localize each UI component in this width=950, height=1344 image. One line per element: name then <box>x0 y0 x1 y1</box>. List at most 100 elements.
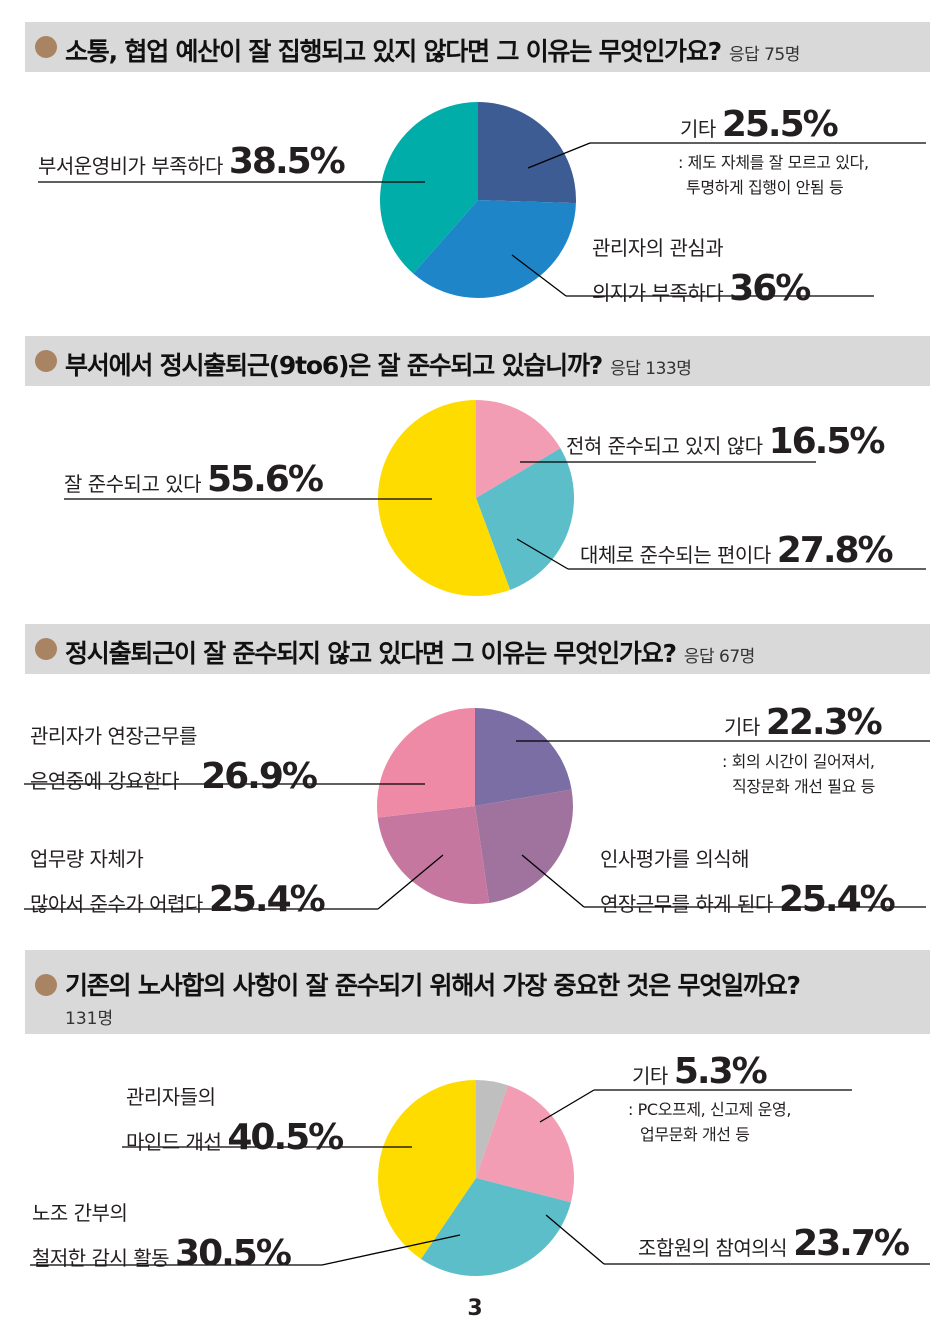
q1-label-other-text: 기타 <box>680 117 716 141</box>
pie-slice-2-1 <box>476 400 561 498</box>
q4-label-b-line1: 노조 간부의 <box>32 1201 128 1225</box>
pie-slice-1-1 <box>478 102 576 204</box>
q1-note: : 제도 자체를 잘 모르고 있다, 투명하게 집행이 안됨 등 <box>678 151 869 201</box>
q3-label-c-line1: 관리자가 연장근무를 <box>30 724 197 748</box>
q4-label-c-line2: 마인드 개선 <box>126 1130 222 1154</box>
q3-label-b-line2: 많아서 준수가 어렵다 <box>30 892 203 916</box>
q4-label-c-pct: 40.5% <box>227 1117 344 1158</box>
q3-label-b-pct: 25.4% <box>208 879 326 920</box>
q3-label-b-line1: 업무량 자체가 <box>30 847 144 871</box>
q4-label-b: 노조 간부의 철저한 감시 활동 30.5% <box>32 1199 292 1280</box>
q4-note: : PC오프제, 신고제 운영, 업무문화 개선 등 <box>628 1098 791 1148</box>
page-number: 3 <box>467 1296 483 1321</box>
q4-leader-b-d <box>321 1234 461 1266</box>
pie-slice-4-2 <box>476 1085 574 1203</box>
q2-label-a-pct: 16.5% <box>768 421 886 462</box>
q1-title: 소통, 협업 예산이 잘 집행되고 있지 않다면 그 이유는 무엇인가요? 응답 … <box>65 32 800 68</box>
q4-label-a-pct: 23.7% <box>793 1223 910 1264</box>
bullet-icon <box>35 974 57 996</box>
q3-label-a-pct: 25.4% <box>778 879 896 920</box>
bullet-icon <box>35 350 57 372</box>
pie-slice-4-3 <box>420 1178 571 1276</box>
q3-header: 정시출퇴근이 잘 준수되지 않고 있다면 그 이유는 무엇인가요? 응답 67명 <box>25 624 930 674</box>
pie-slice-1-2 <box>413 200 576 298</box>
q3-note-line1: : 회의 시간이 길어져서, <box>722 752 875 771</box>
q4-label-a: 조합원의 참여의식 23.7% <box>638 1218 910 1270</box>
q3-label-c-pct: 26.9% <box>201 756 318 797</box>
q2-header: 부서에서 정시출퇴근(9to6)은 잘 준수되고 있습니까? 응답 133명 <box>25 336 930 386</box>
q4-leader-other <box>539 1089 595 1123</box>
q3-label-b: 업무량 자체가 많아서 준수가 어렵다 25.4% <box>30 845 326 926</box>
pie-slice-3-1 <box>475 708 572 806</box>
q1-note-line1: : 제도 자체를 잘 모르고 있다, <box>678 153 869 172</box>
q4-label-c-line1: 관리자들의 <box>126 1085 216 1109</box>
q1-respondents: 응답 75명 <box>728 45 800 65</box>
q1-header: 소통, 협업 예산이 잘 집행되고 있지 않다면 그 이유는 무엇인가요? 응답 … <box>25 22 930 72</box>
q3-label-a: 인사평가를 의식해 연장근무를 하게 된다 25.4% <box>600 845 896 926</box>
q1-label-a-text: 부서운영비가 부족하다 <box>38 154 223 178</box>
q3-title-text: 정시출퇴근이 잘 준수되지 않고 있다면 그 이유는 무엇인가요? <box>65 639 677 668</box>
pie-slice-1-3 <box>379 102 478 274</box>
q3-respondents: 응답 67명 <box>683 647 755 667</box>
q2-label-a: 전혀 준수되고 있지 않다 16.5% <box>566 416 886 468</box>
q4-title: 기존의 노사합의 사항이 잘 준수되기 위해서 가장 중요한 것은 무엇일까요? <box>65 966 801 1002</box>
q4-note-line1: : PC오프제, 신고제 운영, <box>628 1100 792 1119</box>
q3-title: 정시출퇴근이 잘 준수되지 않고 있다면 그 이유는 무엇인가요? 응답 67명 <box>65 634 755 670</box>
q2-leader-b <box>516 538 569 570</box>
q2-label-a-text: 전혀 준수되고 있지 않다 <box>566 434 763 458</box>
q4-header: 기존의 노사합의 사항이 잘 준수되기 위해서 가장 중요한 것은 무엇일까요?… <box>25 950 930 1034</box>
pie-slice-3-4 <box>377 708 475 818</box>
q3-label-c-line2: 은연중에 강요한다 <box>30 769 180 793</box>
pie-slice-3-2 <box>475 789 573 903</box>
pie-slice-3-3 <box>377 806 490 905</box>
bullet-icon <box>35 638 57 660</box>
pie-slice-4-1 <box>476 1080 509 1178</box>
q1-label-b-pct: 36% <box>729 268 811 309</box>
q2-label-b-pct: 27.8% <box>776 530 894 571</box>
q2-pie-chart <box>64 400 926 596</box>
q3-label-other-pct: 22.3% <box>765 702 883 743</box>
q4-note-line2: 업무문화 개선 등 <box>640 1124 750 1144</box>
q4-label-b-pct: 30.5% <box>175 1233 292 1274</box>
q2-label-b: 대체로 준수되는 편이다 27.8% <box>580 525 894 577</box>
q1-label-a: 부서운영비가 부족하다 38.5% <box>38 136 346 188</box>
q2-label-b-text: 대체로 준수되는 편이다 <box>580 543 771 567</box>
q4-pie-chart <box>30 1080 930 1276</box>
q3-label-a-line2: 연장근무를 하게 된다 <box>600 892 773 916</box>
q2-label-c-text: 잘 준수되고 있다 <box>64 472 202 496</box>
q2-title-text: 부서에서 정시출퇴근(9to6)은 잘 준수되고 있습니까? <box>65 351 603 380</box>
q3-leader-a <box>521 854 585 908</box>
q3-label-other-text: 기타 <box>724 715 760 739</box>
q1-label-other: 기타 25.5% <box>680 99 839 151</box>
q1-title-text: 소통, 협업 예산이 잘 집행되고 있지 않다면 그 이유는 무엇인가요? <box>65 37 722 66</box>
q1-leader-other <box>527 142 591 169</box>
q4-leader-a <box>545 1214 605 1265</box>
q3-note: : 회의 시간이 길어져서, 직장문화 개선 필요 등 <box>722 750 875 800</box>
q3-note-line2: 직장문화 개선 필요 등 <box>732 776 875 796</box>
q3-label-c: 관리자가 연장근무를 은연중에 강요한다 26.9% <box>30 722 318 803</box>
q2-label-c: 잘 준수되고 있다 55.6% <box>64 454 324 506</box>
pie-slice-4-4 <box>378 1080 476 1260</box>
q1-label-b-line1: 관리자의 관심과 <box>592 236 724 260</box>
q4-label-other-text: 기타 <box>632 1064 668 1088</box>
q4-title-text: 기존의 노사합의 사항이 잘 준수되기 위해서 가장 중요한 것은 무엇일까요? <box>65 971 801 1000</box>
q1-label-a-pct: 38.5% <box>228 141 346 182</box>
q3-label-other: 기타 22.3% <box>724 697 883 749</box>
q1-label-b: 관리자의 관심과 의지가 부족하다 36% <box>592 234 811 315</box>
q3-leader-b-d <box>377 854 444 910</box>
q1-note-line2: 투명하게 집행이 안됨 등 <box>686 177 844 197</box>
q4-label-b-line2: 철저한 감시 활동 <box>32 1246 170 1270</box>
q4-label-c: 관리자들의 마인드 개선 40.5% <box>126 1083 344 1164</box>
q1-label-b-line2: 의지가 부족하다 <box>592 281 724 305</box>
pie-slice-2-2 <box>476 448 574 590</box>
q4-label-other-pct: 5.3% <box>673 1051 768 1092</box>
q2-label-c-pct: 55.6% <box>207 459 324 500</box>
q1-pie-chart <box>38 102 926 298</box>
q1-leader-b <box>511 254 567 297</box>
q4-label-a-text: 조합원의 참여의식 <box>638 1236 788 1260</box>
q1-label-other-pct: 25.5% <box>721 104 839 145</box>
bullet-icon <box>35 36 57 58</box>
q3-label-a-line1: 인사평가를 의식해 <box>600 847 750 871</box>
q3-pie-chart <box>24 708 930 910</box>
q4-label-other: 기타 5.3% <box>632 1046 768 1098</box>
